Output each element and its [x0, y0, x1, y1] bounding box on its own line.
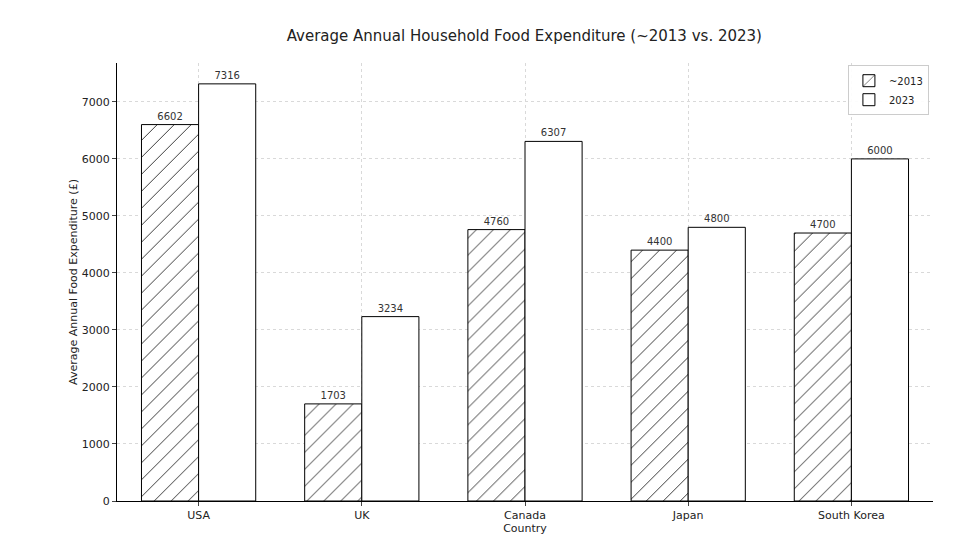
svg-text:7316: 7316 — [214, 70, 239, 81]
svg-text:4400: 4400 — [647, 236, 672, 247]
svg-text:6000: 6000 — [82, 153, 110, 166]
svg-text:USA: USA — [187, 509, 210, 522]
svg-text:Japan: Japan — [672, 509, 704, 522]
svg-text:0: 0 — [103, 495, 110, 508]
svg-text:1703: 1703 — [321, 390, 346, 401]
svg-text:1000: 1000 — [82, 438, 110, 451]
svg-text:6602: 6602 — [157, 111, 182, 122]
svg-text:~2013: ~2013 — [889, 76, 923, 87]
svg-text:UK: UK — [354, 509, 370, 522]
svg-text:4700: 4700 — [810, 219, 835, 230]
svg-text:7000: 7000 — [82, 96, 110, 109]
svg-text:6000: 6000 — [867, 145, 892, 156]
svg-text:6307: 6307 — [541, 127, 566, 138]
svg-text:3000: 3000 — [82, 324, 110, 337]
svg-text:5000: 5000 — [82, 210, 110, 223]
svg-text:3234: 3234 — [378, 303, 403, 314]
svg-text:Average Annual Food Expenditur: Average Annual Food Expenditure (£) — [67, 179, 80, 385]
svg-text:4000: 4000 — [82, 267, 110, 280]
svg-text:Country: Country — [503, 522, 547, 535]
svg-text:4760: 4760 — [484, 216, 509, 227]
svg-text:4800: 4800 — [704, 213, 729, 224]
svg-text:Average Annual Household Food: Average Annual Household Food Expenditur… — [287, 27, 762, 45]
svg-text:Canada: Canada — [504, 509, 546, 522]
svg-text:South Korea: South Korea — [818, 509, 885, 522]
svg-text:2023: 2023 — [889, 95, 914, 106]
svg-text:2000: 2000 — [82, 381, 110, 394]
